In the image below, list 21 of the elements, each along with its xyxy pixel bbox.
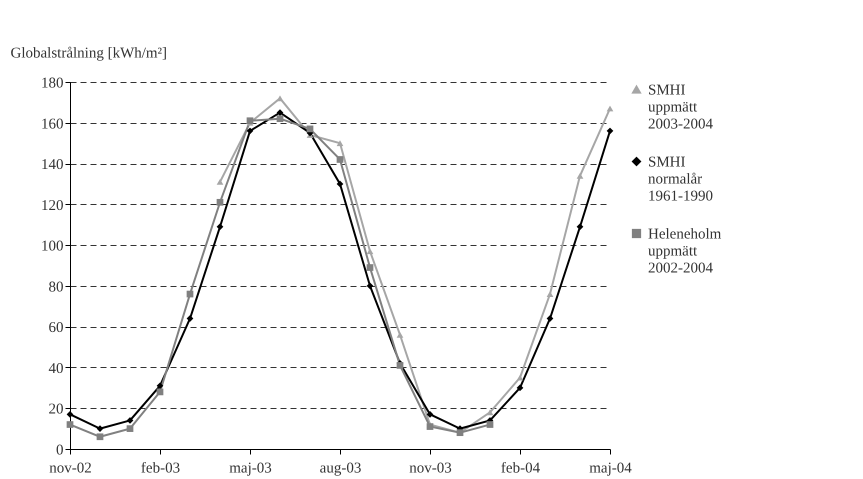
y-tick-label: 0 bbox=[56, 442, 64, 458]
y-tick-label: 60 bbox=[48, 320, 64, 336]
y-tick-label: 40 bbox=[48, 360, 64, 377]
legend-label: Heleneholm uppmätt 2002-2004 bbox=[648, 226, 722, 276]
y-axis-title: Globalstrålning [kWh/m²] bbox=[10, 46, 168, 62]
x-tick-label: nov-03 bbox=[409, 460, 452, 476]
y-tick-label: 20 bbox=[48, 402, 64, 418]
x-tick-label: feb-04 bbox=[500, 460, 541, 476]
y-tick-label: 180 bbox=[41, 76, 64, 92]
legend-label: SMHI normalår 1961-1990 bbox=[648, 154, 713, 204]
legend-label: SMHI uppmätt 2003-2004 bbox=[648, 82, 714, 132]
y-tick-label: 160 bbox=[41, 116, 64, 132]
y-tick-label: 100 bbox=[41, 238, 64, 255]
x-tick-label: nov-02 bbox=[49, 460, 92, 476]
x-tick-label: aug-03 bbox=[320, 460, 362, 476]
y-tick-label: 140 bbox=[41, 157, 64, 174]
x-tick-label: maj-03 bbox=[229, 460, 272, 476]
x-tick-label: feb-03 bbox=[140, 460, 180, 476]
y-tick-label: 120 bbox=[41, 198, 64, 214]
x-tick-label: maj-04 bbox=[589, 460, 632, 476]
y-tick-label: 80 bbox=[48, 279, 64, 296]
